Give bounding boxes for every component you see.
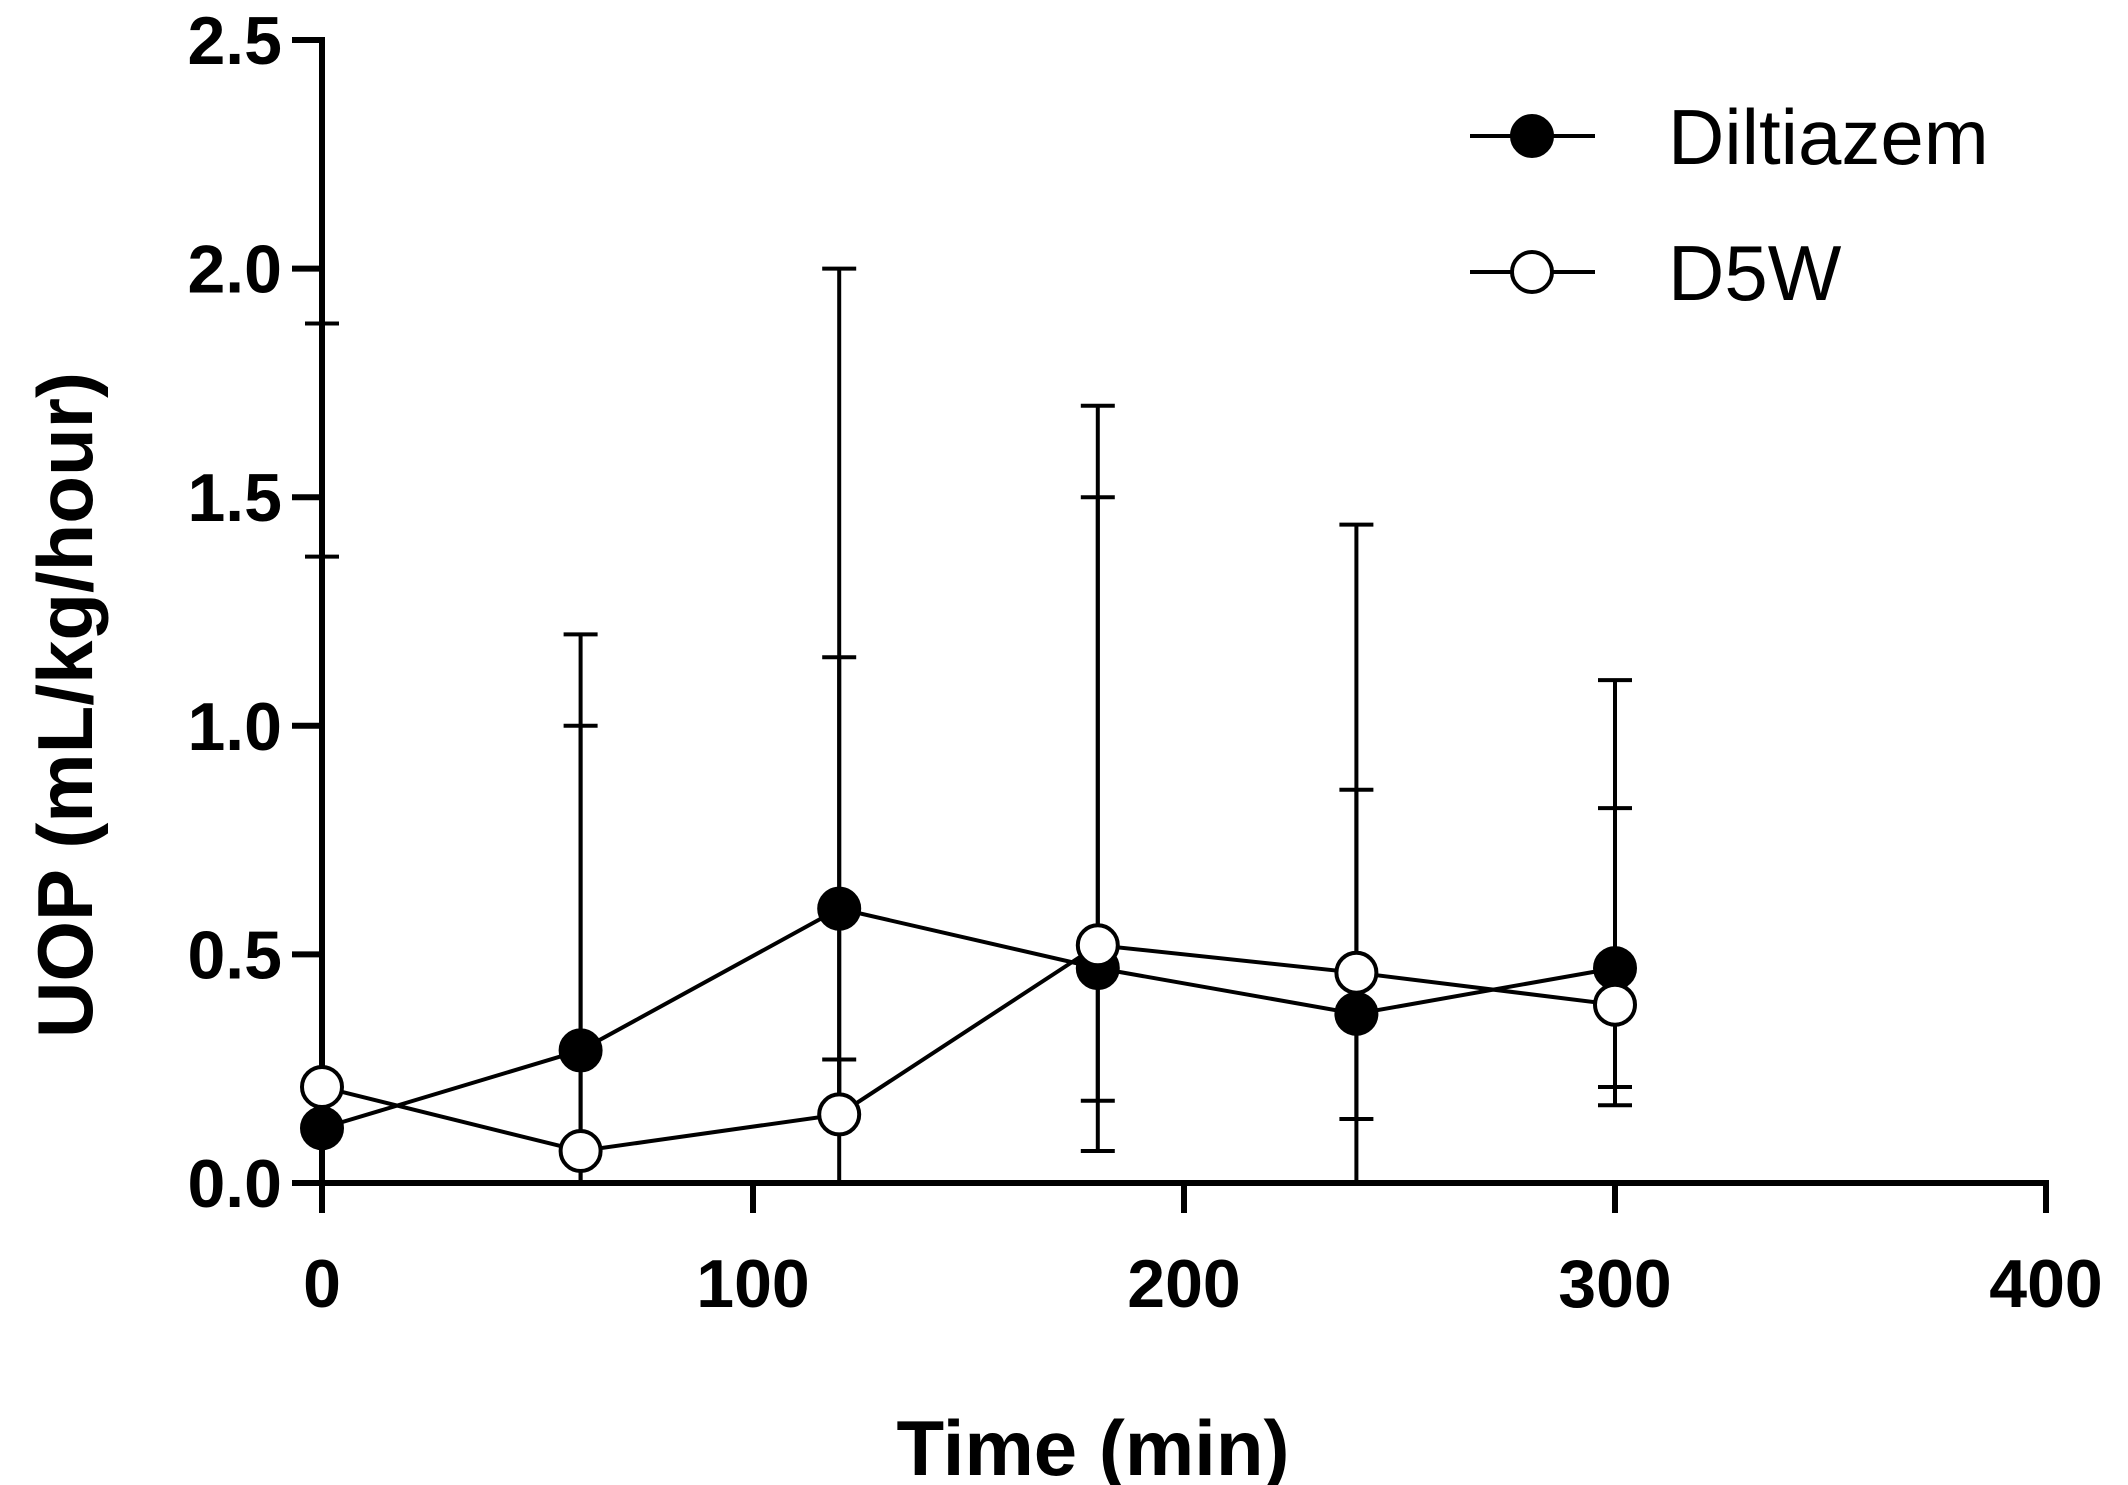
data-point-d5w: [817, 1092, 862, 1137]
x-tick-label: 100: [696, 1246, 809, 1322]
legend-label-diltiazem: Diltiazem: [1668, 93, 1989, 181]
legend: Diltiazem D5W: [1470, 93, 1989, 317]
data-point-diltiazem: [817, 886, 862, 931]
data-point-diltiazem: [1593, 946, 1637, 991]
error-bars: [305, 266, 1632, 1183]
series-line-d5w: [321, 943, 1616, 1154]
series-lines: [321, 906, 1616, 1154]
x-tick-label: 0: [303, 1246, 341, 1322]
series-line-diltiazem: [321, 906, 1616, 1131]
y-tick-label: 0.5: [187, 917, 282, 993]
x-tick-label: 300: [1558, 1246, 1671, 1322]
y-tick-label: 1.0: [187, 689, 282, 765]
axes: 0.0 0.5 1.0 1.5 2.0 2.5 0 100 200 300 400: [187, 3, 2102, 1322]
data-point-d5w: [1593, 982, 1637, 1027]
y-tick-label: 0.0: [187, 1146, 282, 1222]
data-point-diltiazem: [300, 1106, 344, 1151]
y-tick-label: 2.5: [187, 3, 282, 79]
y-axis-title: UOP (mL/kg/hour): [21, 372, 109, 1038]
y-tick-label: 1.5: [187, 460, 282, 536]
x-tick-label: 200: [1127, 1246, 1240, 1322]
x-axis-title: Time (min): [897, 1404, 1290, 1485]
data-point-diltiazem: [558, 1028, 603, 1073]
x-tick-label: 400: [1989, 1246, 2102, 1322]
data-points: [300, 886, 1637, 1173]
data-point-d5w: [1075, 923, 1120, 968]
legend-marker-diltiazem: [1510, 114, 1554, 158]
y-tick-label: 2.0: [187, 232, 282, 308]
data-point-d5w: [558, 1128, 603, 1173]
legend-label-d5w: D5W: [1668, 229, 1842, 317]
legend-marker-d5w: [1510, 250, 1554, 294]
data-point-d5w: [300, 1064, 344, 1109]
data-point-diltiazem: [1334, 991, 1379, 1036]
data-point-d5w: [1334, 950, 1379, 995]
